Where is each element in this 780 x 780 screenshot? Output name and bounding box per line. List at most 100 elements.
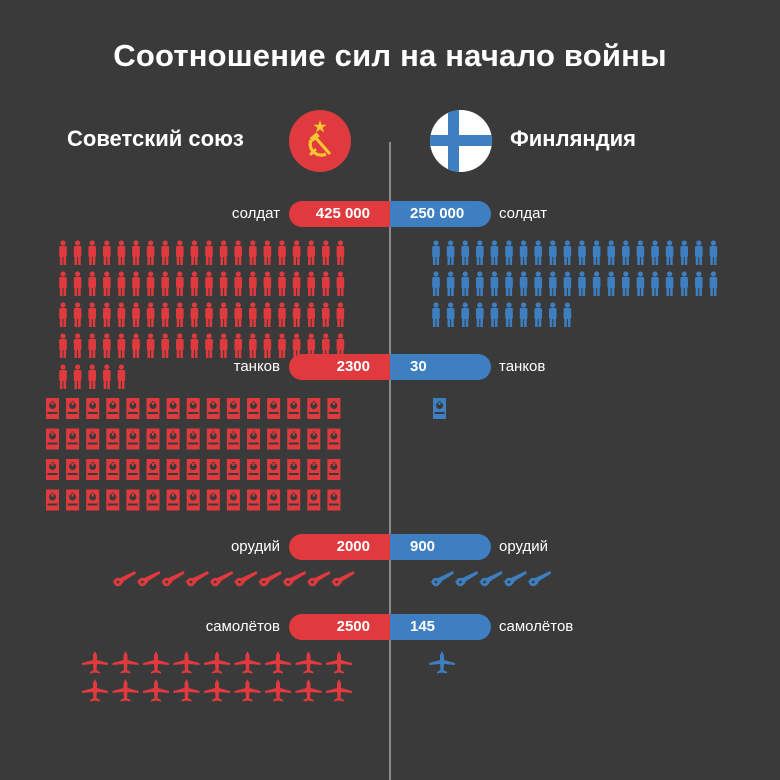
soviet-plane-icon xyxy=(173,679,200,702)
finland-soldier-icon xyxy=(695,271,703,296)
finland-soldier-icon xyxy=(476,271,484,296)
soviet-soldier-icon xyxy=(73,240,82,265)
soviet-soldier-icon xyxy=(322,302,330,327)
soviet-soldier-icon xyxy=(59,364,67,389)
finland-soldier-icon xyxy=(432,302,440,327)
soviet-tank-icon xyxy=(287,459,301,480)
soviet-tank-icon xyxy=(186,398,200,419)
soviet-soldier-icon xyxy=(219,240,228,265)
finland-soldier-icon xyxy=(519,302,528,327)
finland-tanks-value: 30 xyxy=(390,354,491,380)
soviet-soldier-icon xyxy=(249,333,257,358)
soviet-plane-icon xyxy=(326,679,352,702)
finland-soldier-icon xyxy=(695,240,703,265)
center-divider xyxy=(389,142,391,780)
soviet-tank-icon xyxy=(106,459,120,480)
soviet-soldier-icon xyxy=(117,364,126,389)
finland-soldier-icon xyxy=(446,302,455,327)
soviet-tank-icon xyxy=(226,489,240,511)
soviet-soldier-icon xyxy=(161,271,169,296)
soviet-soldier-icon xyxy=(176,333,184,358)
soviet-soldier-icon xyxy=(292,333,301,358)
finland-soldier-icon xyxy=(607,240,615,265)
soviet-tank-icon xyxy=(186,489,200,511)
soviet-tank-icon xyxy=(267,428,281,450)
soviet-soldier-icon xyxy=(117,240,126,265)
soviet-soldier-icon xyxy=(88,333,96,358)
soldiers-label-left: солдат xyxy=(231,205,280,222)
soviet-soldier-icon xyxy=(263,271,272,296)
finland-artillery-icon xyxy=(430,571,454,587)
soviet-tank-icon xyxy=(86,398,100,419)
finland-soldier-icon xyxy=(519,271,528,296)
soviet-soldier-icon xyxy=(176,240,184,265)
soviet-soldier-icon xyxy=(103,271,111,296)
soviet-plane-icon xyxy=(143,651,169,674)
soviet-soldier-icon xyxy=(59,302,67,327)
soldiers-label-right: солдат xyxy=(499,205,548,222)
soviet-soldier-icon xyxy=(132,240,140,265)
soviet-soldier-icon xyxy=(132,271,140,296)
finland-soldier-icon xyxy=(636,240,645,265)
soviet-soldier-icon xyxy=(73,302,82,327)
soviet-tank-icon xyxy=(206,489,220,511)
soviet-soldier-icon xyxy=(146,333,155,358)
soviet-soldier-icon xyxy=(59,240,67,265)
soviet-tank-icon xyxy=(106,398,120,419)
soviet-soldier-icon xyxy=(263,302,272,327)
soviet-soldier-icon xyxy=(161,240,169,265)
soviet-soldier-icon xyxy=(234,302,242,327)
soviet-tank-icon xyxy=(327,489,341,511)
soviet-soldier-icon xyxy=(234,240,242,265)
ussr-flag-icon xyxy=(289,110,351,172)
finland-soldier-icon xyxy=(505,240,513,265)
soviet-soldier-icon xyxy=(292,302,301,327)
soviet-soldier-icon xyxy=(336,333,345,358)
soviet-soldier-icon xyxy=(263,333,272,358)
soviet-soldier-icon xyxy=(176,302,184,327)
soviet-tank-icon xyxy=(126,428,140,450)
soviet-soldier-icon xyxy=(146,271,155,296)
soviet-plane-icon xyxy=(295,651,322,674)
soviet-soldier-icon xyxy=(249,271,257,296)
finland-soldier-icon xyxy=(578,271,586,296)
finland-soldier-icon xyxy=(534,240,542,265)
soviet-plane-icon xyxy=(173,651,200,674)
soviet-tank-icon xyxy=(186,459,200,480)
soviet-tanks-value: 2300 xyxy=(289,354,390,380)
finland-label: Финляндия xyxy=(510,126,637,151)
soviet-tank-icon xyxy=(46,428,59,450)
soviet-tank-icon xyxy=(307,428,321,450)
soviet-artillery-icon xyxy=(136,571,161,587)
soviet-tank-icon xyxy=(66,428,80,450)
soviet-soldier-icon xyxy=(278,240,286,265)
soviet-tank-icon xyxy=(126,489,140,511)
finland-soldier-icon xyxy=(549,240,557,265)
soviet-soldier-icon xyxy=(336,302,345,327)
soviet-tank-icon xyxy=(126,398,140,419)
soviet-tank-icon xyxy=(287,428,301,450)
planes-label-left: самолётов xyxy=(205,618,280,635)
finland-soldier-icon xyxy=(592,240,601,265)
soviet-soldier-icon xyxy=(146,302,155,327)
soviet-soldier-icon xyxy=(132,302,140,327)
soviet-soldier-icon xyxy=(73,333,82,358)
soviet-tank-icon xyxy=(226,398,240,419)
soviet-tank-icon xyxy=(247,428,260,450)
soviet-soldier-icon xyxy=(132,333,140,358)
soviet-soldier-icon xyxy=(336,271,345,296)
soviet-soldier-icon xyxy=(88,271,96,296)
soviet-soldier-icon xyxy=(307,302,315,327)
soviet-soldier-icon xyxy=(88,364,96,389)
finland-artillery-icon xyxy=(478,571,503,587)
soviet-tank-icon xyxy=(206,428,220,450)
finland-soldier-icon xyxy=(490,302,499,327)
soviet-plane-icon xyxy=(234,651,261,674)
finland-soldier-icon xyxy=(607,271,615,296)
soviet-tank-icon xyxy=(146,428,160,450)
soviet-plane-icon xyxy=(143,679,169,702)
soviet-soldier-icon xyxy=(219,271,228,296)
soviet-soldier-icon xyxy=(219,333,228,358)
finland-soldier-icon xyxy=(432,240,440,265)
soviet-soldier-icon xyxy=(88,302,96,327)
